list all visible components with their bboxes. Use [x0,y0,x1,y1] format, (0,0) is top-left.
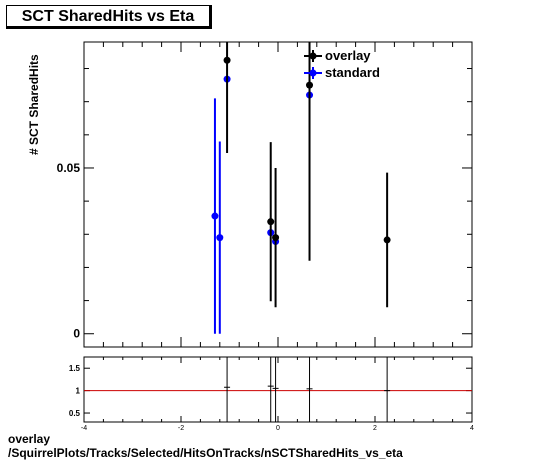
legend-standard-label: standard [325,65,380,80]
ratio-y-tick-label: 1.5 [69,364,81,373]
overlay-point [267,218,275,226]
legend-overlay-label: overlay [325,48,371,63]
legend-overlay-marker [309,52,317,60]
overlay-point [306,81,314,89]
legend: overlay standard [304,48,380,80]
y-axis-label: # SCT SharedHits [27,54,41,155]
chart-title: SCT SharedHits vs Eta [21,8,195,25]
ratio-y-tick-label: 0.5 [69,409,81,418]
legend-standard-marker [309,69,317,77]
overlay-point [223,56,231,64]
footer-line-2: /SquirrelPlots/Tracks/Selected/HitsOnTra… [8,446,403,460]
footer: overlay /SquirrelPlots/Tracks/Selected/H… [8,432,403,460]
y-tick-label: 0 [73,327,80,341]
overlay-point [383,236,391,244]
ratio-x-tick-label: -2 [178,425,184,432]
standard-point [216,234,224,242]
ratio-x-tick-label: 4 [470,425,474,432]
main-plot-border [83,41,473,348]
footer-line-1: overlay [8,432,51,446]
ratio-plot-frame: -4 -2 0 2 4 0.5 1 1.5 [69,356,474,432]
ratio-y-tick-label: 1 [76,387,81,396]
main-plot-frame: 00.05 [57,41,473,348]
ratio-x-tick-label: 0 [276,425,280,432]
ratio-x-tick-label: -4 [81,425,87,432]
ratio-x-tick-label: 2 [373,425,377,432]
ratio-plot-border [83,356,473,423]
overlay-point [272,234,280,242]
standard-point [211,212,219,220]
y-tick-label: 0.05 [57,161,81,175]
chart-title-box: SCT SharedHits vs Eta [6,5,212,29]
